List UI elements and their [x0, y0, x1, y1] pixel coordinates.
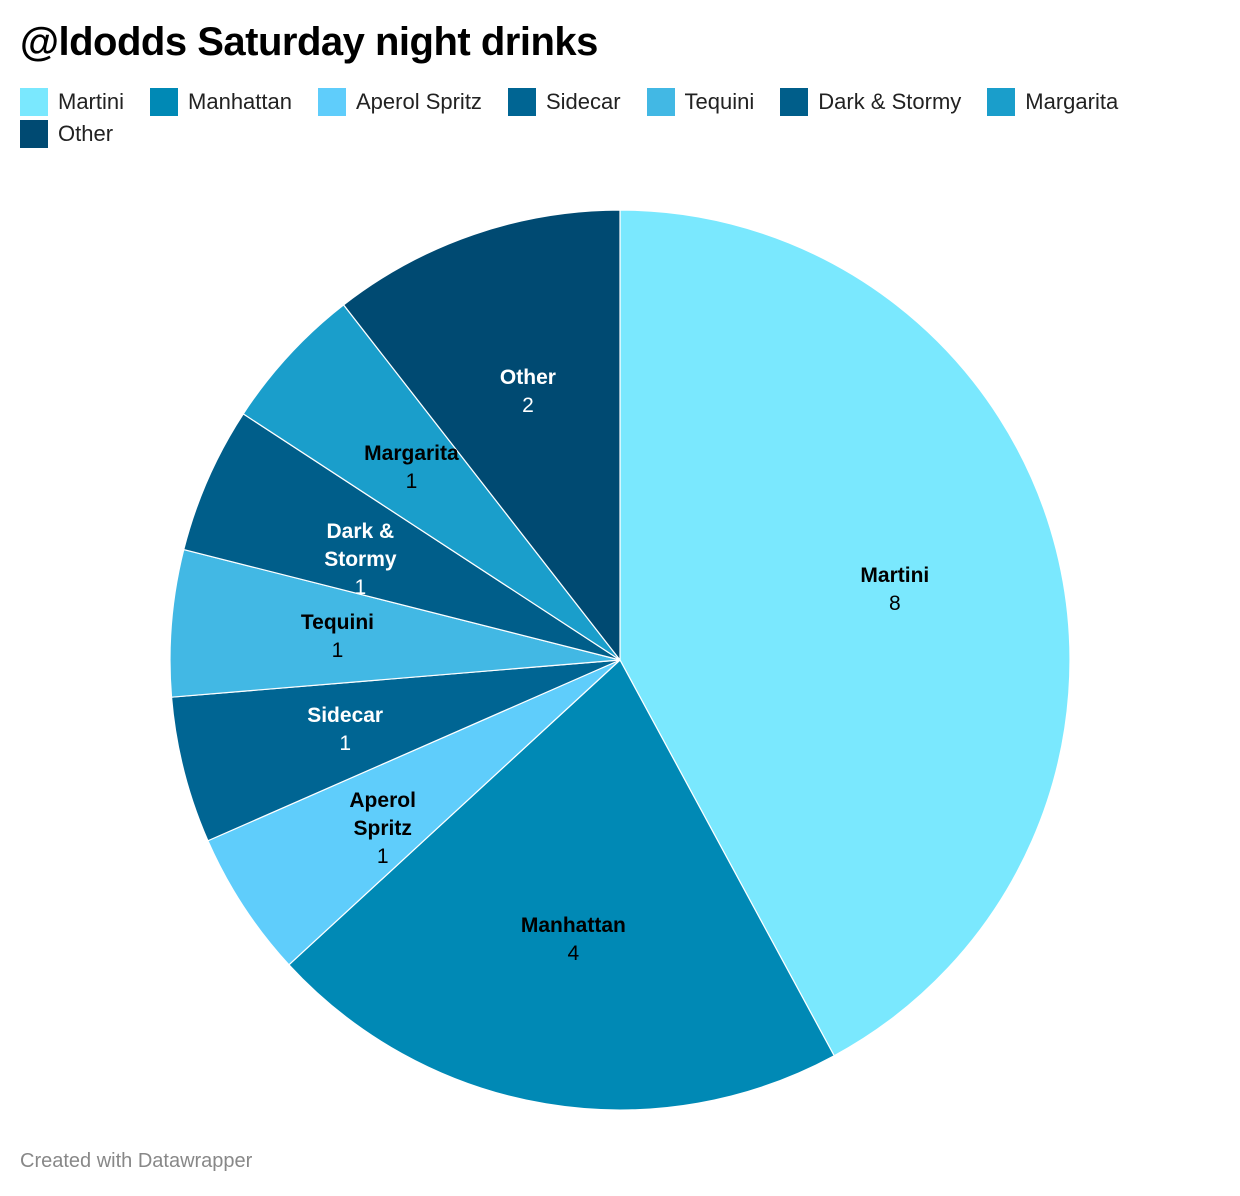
- slice-value: 1: [354, 576, 367, 600]
- slice-label: Tequini 1: [282, 609, 392, 665]
- legend-item: Margarita: [987, 88, 1118, 116]
- legend-swatch: [20, 120, 48, 148]
- slice-value: 1: [405, 469, 418, 493]
- legend-item: Sidecar: [507, 88, 621, 116]
- slice-name: Aperol Spritz: [349, 789, 416, 841]
- legend-label: Dark & Stormy: [818, 89, 962, 114]
- slice-label: Sidecar 1: [290, 702, 400, 758]
- pie-slice: [170, 659, 621, 842]
- slice-label: Martini 8: [840, 562, 950, 618]
- legend-label: Sidecar: [545, 89, 621, 114]
- legend-label: Other: [58, 121, 114, 146]
- chart-title: @ldodds Saturday night drinks: [20, 20, 598, 64]
- slice-name: Sidecar: [307, 703, 384, 727]
- pie-slice: [619, 209, 1071, 1057]
- legend-label: Manhattan: [188, 89, 292, 114]
- legend-swatch: [987, 88, 1016, 116]
- slice-name: Dark & Stormy: [324, 520, 397, 572]
- legend-label: Martini: [58, 89, 125, 114]
- legend: Martini Manhattan Aperol Spritz Sidecar Tequ…: [20, 88, 1220, 148]
- pie-slice: [288, 659, 835, 1111]
- footer: Created with Datawrapper: [20, 1150, 253, 1172]
- slice-value: 2: [522, 393, 534, 417]
- pie-slice: [183, 413, 621, 661]
- slice-value: 1: [339, 731, 352, 755]
- pie-slice: [207, 659, 621, 966]
- legend-item: Aperol Spritz: [317, 88, 482, 116]
- legend-item: Dark & Stormy: [780, 88, 961, 116]
- legend-swatch: [646, 88, 675, 116]
- pie-slice: [342, 209, 621, 662]
- legend-swatch: [20, 88, 48, 116]
- slice-label: Dark & Stormy 1: [305, 518, 415, 602]
- slice-label: Margarita 1: [356, 440, 466, 496]
- legend-item: Manhattan: [150, 88, 292, 116]
- legend-item: Tequini: [646, 88, 755, 116]
- slice-name: Margarita: [364, 441, 459, 465]
- legend-swatch: [150, 88, 179, 116]
- legend-swatch: [317, 88, 346, 116]
- legend-item: Other: [20, 120, 113, 148]
- slice-name: Other: [499, 365, 556, 389]
- legend-label: Aperol Spritz: [355, 89, 482, 114]
- pie-slice: [169, 548, 621, 698]
- slice-value: 1: [376, 845, 389, 869]
- slice-name: Manhattan: [520, 913, 626, 937]
- slice-label: Aperol Spritz 1: [328, 787, 438, 871]
- legend-label: Tequini: [684, 89, 755, 114]
- pie-slice: [242, 304, 621, 661]
- slice-name: Tequini: [300, 610, 374, 634]
- legend-swatch: [780, 88, 809, 116]
- legend-item: Martini: [20, 88, 124, 116]
- slice-name: Martini: [860, 564, 930, 588]
- slice-value: 1: [331, 638, 344, 662]
- slice-value: 8: [888, 592, 901, 616]
- legend-swatch: [507, 88, 536, 116]
- slice-label: Manhattan 4: [518, 912, 628, 968]
- slice-value: 4: [567, 941, 580, 965]
- slice-label: Other 2: [473, 364, 583, 420]
- legend-label: Margarita: [1025, 89, 1119, 114]
